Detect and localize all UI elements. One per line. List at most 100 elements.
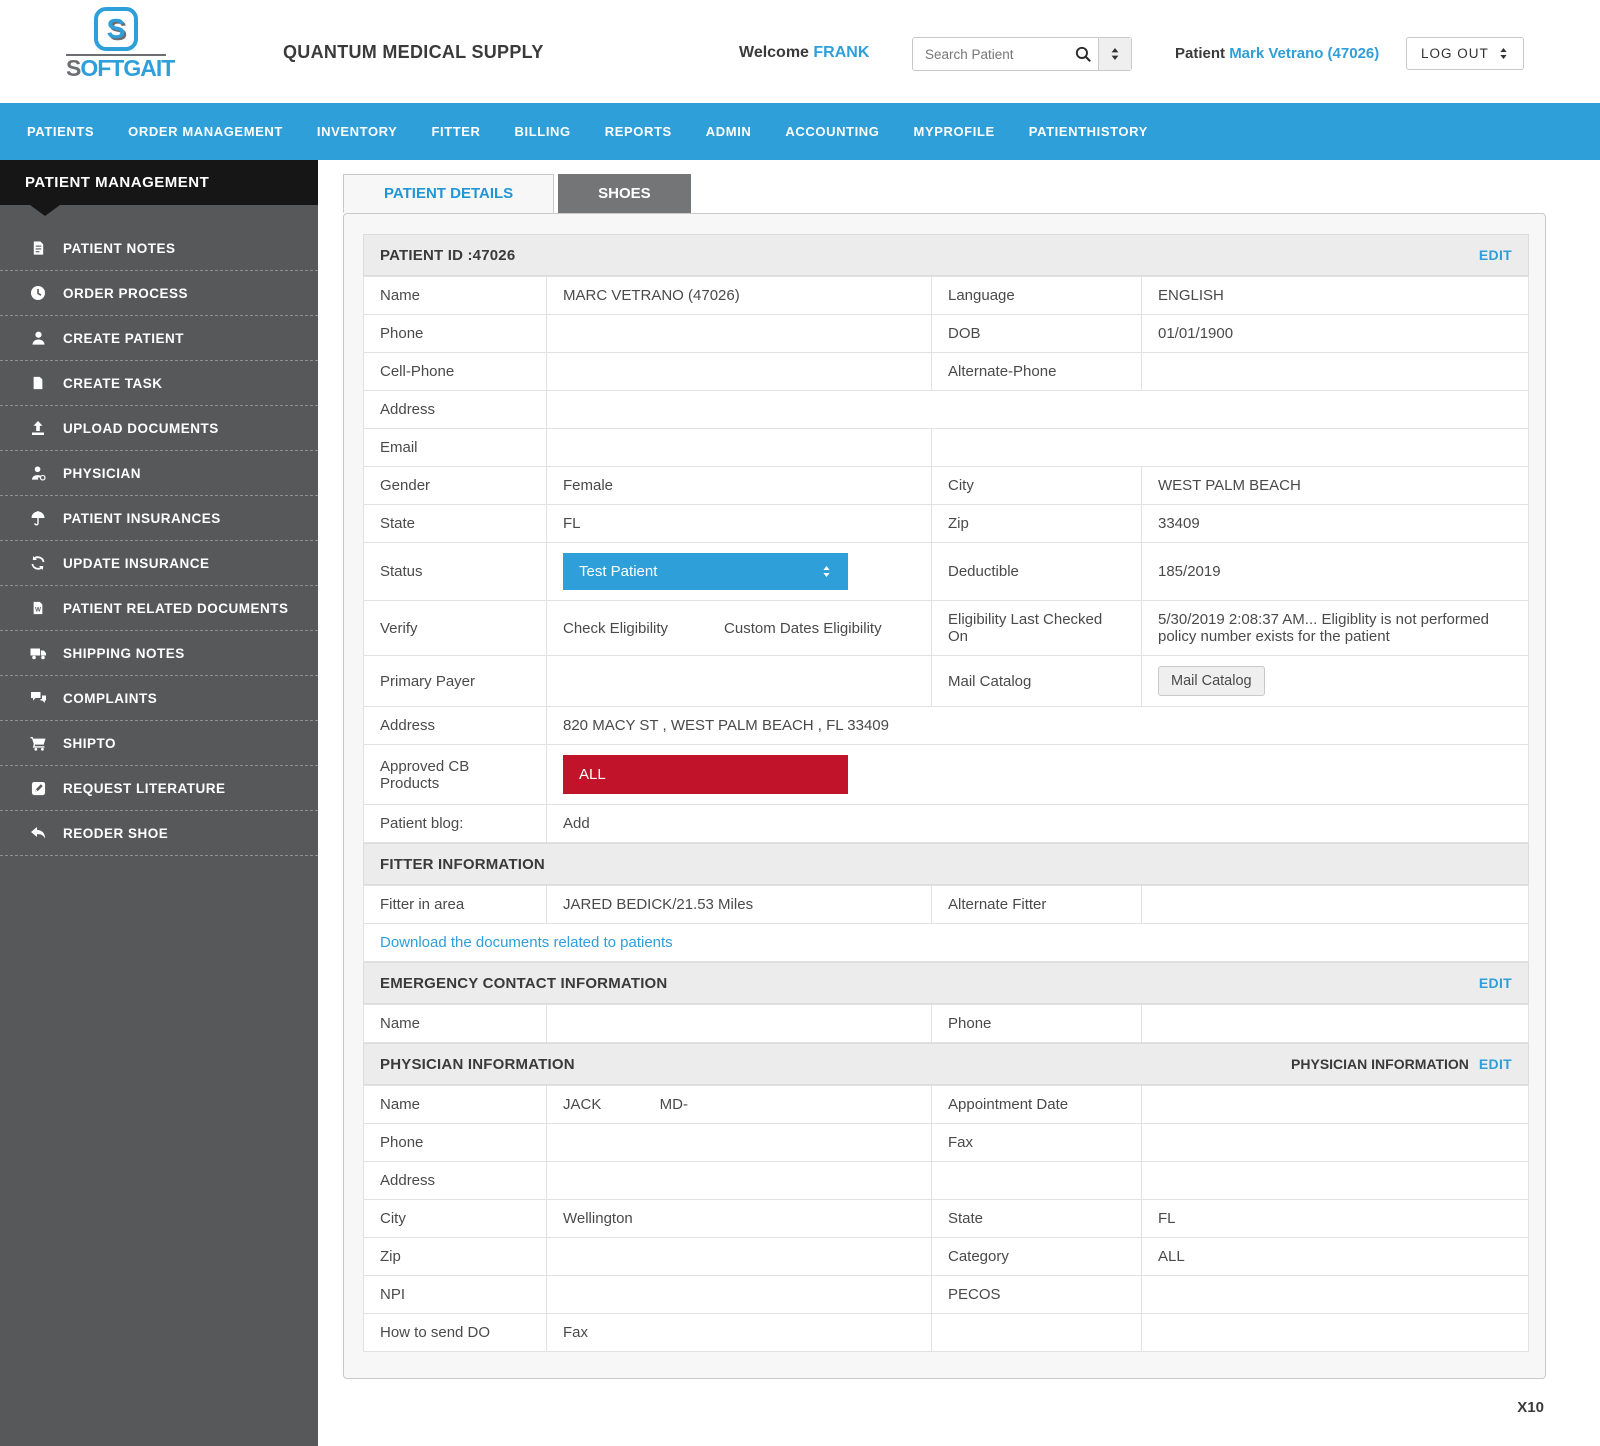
custom-dates-eligibility-link[interactable]: Custom Dates Eligibility xyxy=(724,619,882,637)
fitter-information-strip: FITTER INFORMATION xyxy=(363,843,1529,885)
sidebar-item-update-insurance[interactable]: UPDATE INSURANCE xyxy=(0,541,318,586)
field-value: 01/01/1900 xyxy=(1141,314,1529,353)
emergency-edit-link[interactable]: EDIT xyxy=(1478,975,1512,991)
sidebar-title: PATIENT MANAGEMENT xyxy=(0,160,318,205)
table-row: Phone DOB 01/01/1900 xyxy=(363,314,1529,353)
field-value: JARED BEDICK/21.53 Miles xyxy=(546,885,932,924)
field-label: Zip xyxy=(931,504,1142,543)
patient-edit-link[interactable]: EDIT xyxy=(1478,247,1512,263)
tab-shoes[interactable]: SHOES xyxy=(558,174,691,213)
field-label: Fitter in area xyxy=(363,885,547,924)
field-value: Fax xyxy=(546,1313,932,1352)
sidebar-item-request-literature[interactable]: REQUEST LITERATURE xyxy=(0,766,318,811)
patient-name-link[interactable]: Mark Vetrano (47026) xyxy=(1229,45,1380,62)
nav-item-reports[interactable]: REPORTS xyxy=(604,124,672,139)
sidebar-item-patient-notes[interactable]: PATIENT NOTES xyxy=(0,226,318,271)
logout-caret-icon xyxy=(1500,48,1507,59)
field-label: Email xyxy=(363,428,547,467)
nav-item-fitter[interactable]: FITTER xyxy=(431,124,481,139)
field-value xyxy=(1141,352,1529,391)
main-navbar: PATIENTS ORDER MANAGEMENT INVENTORY FITT… xyxy=(0,103,1600,160)
search-icon[interactable] xyxy=(1068,38,1098,70)
field-label: Language xyxy=(931,276,1142,315)
check-eligibility-link[interactable]: Check Eligibility xyxy=(563,619,669,637)
nav-item-inventory[interactable]: INVENTORY xyxy=(316,124,398,139)
table-row: Verify Check Eligibility Custom Dates El… xyxy=(363,600,1529,656)
table-row: Name MARC VETRANO (47026) Language ENGLI… xyxy=(363,276,1529,315)
field-value xyxy=(1141,1085,1529,1124)
field-label: DOB xyxy=(931,314,1142,353)
welcome-label: Welcome xyxy=(739,44,809,61)
nav-item-patients[interactable]: PATIENTS xyxy=(27,124,95,139)
sidebar-item-patient-insurances[interactable]: PATIENT INSURANCES xyxy=(0,496,318,541)
status-dropdown[interactable]: Test Patient xyxy=(563,553,848,590)
approved-cb-products-badge: ALL xyxy=(563,755,848,794)
patient-label: Patient xyxy=(1175,45,1226,62)
field-label: City xyxy=(363,1199,547,1238)
sidebar-item-order-process[interactable]: ORDER PROCESS xyxy=(0,271,318,316)
field-label: Phone xyxy=(931,1004,1142,1043)
sidebar-item-shipto[interactable]: SHIPTO xyxy=(0,721,318,766)
field-value: 820 MACY ST , WEST PALM BEACH , FL 33409 xyxy=(546,706,1529,745)
refresh-icon xyxy=(28,554,48,572)
field-value xyxy=(1141,1161,1529,1200)
sidebar-item-create-task[interactable]: CREATE TASK xyxy=(0,361,318,406)
table-row: Status Test Patient Deductible 185/2019 xyxy=(363,542,1529,601)
logo-text: SOFTGAIT xyxy=(66,55,175,81)
main-content: PATIENT DETAILS SHOES PATIENT ID :47026 … xyxy=(318,160,1600,1446)
table-row: Name Phone xyxy=(363,1004,1529,1043)
sidebar-item-shipping-notes[interactable]: SHIPPING NOTES xyxy=(0,631,318,676)
field-value xyxy=(546,1123,932,1162)
table-row: Gender Female City WEST PALM BEACH xyxy=(363,466,1529,505)
table-row: Download the documents related to patien… xyxy=(363,923,1529,962)
nav-item-order-management[interactable]: ORDER MANAGEMENT xyxy=(128,124,283,139)
field-label: Phone xyxy=(363,1123,547,1162)
field-label: Gender xyxy=(363,466,547,505)
nav-item-admin[interactable]: ADMIN xyxy=(705,124,752,139)
emergency-contact-title: EMERGENCY CONTACT INFORMATION xyxy=(380,974,668,992)
sidebar-item-create-patient[interactable]: CREATE PATIENT xyxy=(0,316,318,361)
sidebar-item-upload-documents[interactable]: UPLOAD DOCUMENTS xyxy=(0,406,318,451)
nav-item-accounting[interactable]: ACCOUNTING xyxy=(785,124,880,139)
tab-patient-details[interactable]: PATIENT DETAILS xyxy=(343,174,555,213)
table-row: Address xyxy=(363,390,1529,429)
sidebar-item-physician[interactable]: PHYSICIAN xyxy=(0,451,318,496)
table-row: NPI PECOS xyxy=(363,1275,1529,1314)
emergency-contact-table: Name Phone xyxy=(363,1004,1529,1043)
tab-bar: PATIENT DETAILS SHOES xyxy=(343,174,1600,213)
table-row: Address xyxy=(363,1161,1529,1200)
search-dropdown-toggle[interactable] xyxy=(1098,38,1131,70)
field-value: 5/30/2019 2:08:37 AM... Eligiblity is no… xyxy=(1141,600,1529,656)
mail-catalog-button[interactable]: Mail Catalog xyxy=(1158,666,1265,696)
table-row: Cell-Phone Alternate-Phone xyxy=(363,352,1529,391)
download-patient-documents-link[interactable]: Download the documents related to patien… xyxy=(380,934,673,951)
table-row: State FL Zip 33409 xyxy=(363,504,1529,543)
table-row: Fitter in area JARED BEDICK/21.53 Miles … xyxy=(363,885,1529,924)
physician-icon xyxy=(28,464,48,482)
umbrella-icon xyxy=(28,509,48,527)
sidebar-item-complaints[interactable]: COMPLAINTS xyxy=(0,676,318,721)
patient-search xyxy=(912,37,1132,71)
field-label: Appointment Date xyxy=(931,1085,1142,1124)
patient-blog-add-link[interactable]: Add xyxy=(546,804,1529,843)
physician-edit-link[interactable]: EDIT xyxy=(1478,1056,1512,1072)
sidebar-item-reoder-shoe[interactable]: REODER SHOE xyxy=(0,811,318,856)
patient-details-table: Name MARC VETRANO (47026) Language ENGLI… xyxy=(363,276,1529,843)
sidebar-item-patient-related-documents[interactable]: W PATIENT RELATED DOCUMENTS xyxy=(0,586,318,631)
field-value xyxy=(931,1313,1142,1352)
field-value xyxy=(1141,885,1529,924)
emergency-contact-strip: EMERGENCY CONTACT INFORMATION EDIT xyxy=(363,962,1529,1004)
nav-item-patienthistory[interactable]: PATIENTHISTORY xyxy=(1028,124,1148,139)
logout-button[interactable]: LOG OUT xyxy=(1406,37,1524,70)
search-input[interactable] xyxy=(913,38,1068,70)
field-value: WEST PALM BEACH xyxy=(1141,466,1529,505)
fitter-table: Fitter in area JARED BEDICK/21.53 Miles … xyxy=(363,885,1529,962)
physician-table: Name JACK MD- Appointment Date Phone Fax… xyxy=(363,1085,1529,1352)
field-label: Phone xyxy=(363,314,547,353)
nav-item-myprofile[interactable]: MYPROFILE xyxy=(913,124,995,139)
field-value xyxy=(546,1275,932,1314)
nav-item-billing[interactable]: BILLING xyxy=(514,124,571,139)
field-value xyxy=(546,428,932,467)
truck-icon xyxy=(28,644,48,662)
field-label: Address xyxy=(363,1161,547,1200)
